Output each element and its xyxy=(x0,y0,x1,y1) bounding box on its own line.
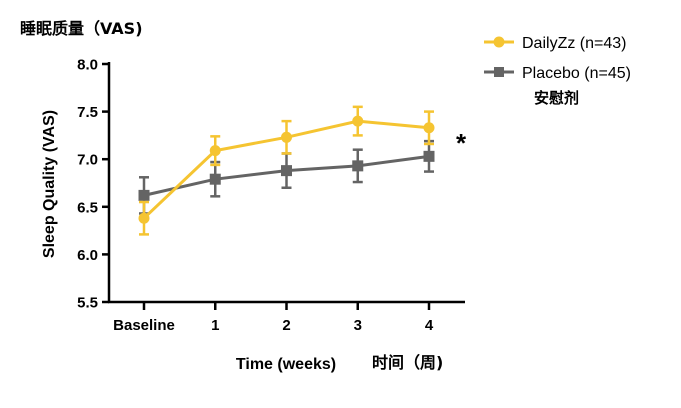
y-tick-label: 6.5 xyxy=(77,199,98,216)
data-point xyxy=(352,115,364,127)
axis-ticks: 8.0 7.5 7.0 6.5 6.0 5.5 Baseline 1 2 3 4 xyxy=(77,57,434,335)
x-tick-label: Baseline xyxy=(113,317,175,334)
legend-label-dailyzz: DailyZz (n=43) xyxy=(522,35,626,52)
series-layer xyxy=(138,105,435,236)
legend: DailyZz (n=43) Placebo (n=45) 安慰剂 xyxy=(484,35,631,107)
x-tick-label: 4 xyxy=(425,317,434,334)
data-point xyxy=(138,212,150,224)
data-point xyxy=(423,122,435,134)
data-point xyxy=(281,165,292,177)
legend-marker-placebo xyxy=(494,67,504,77)
data-point xyxy=(209,173,221,185)
legend-label-placebo: Placebo (n=45) xyxy=(522,65,631,82)
y-tick-label: 7.0 xyxy=(77,152,98,169)
significance-marker: * xyxy=(456,128,467,158)
y-tick-label: 8.0 xyxy=(77,57,98,74)
y-tick-label: 6.0 xyxy=(77,247,98,264)
data-point xyxy=(138,189,150,201)
y-tick-label: 5.5 xyxy=(77,295,98,312)
legend-marker-dailyzz xyxy=(493,36,505,48)
data-point xyxy=(352,160,364,172)
x-axis-label-cn: 时间（周) xyxy=(372,353,443,372)
series-dailyzz xyxy=(138,105,435,236)
x-tick-label: 3 xyxy=(354,317,362,334)
data-point xyxy=(281,131,292,143)
x-axis-label: Time (weeks) xyxy=(236,356,336,373)
legend-item-dailyzz: DailyZz (n=43) xyxy=(484,35,626,52)
data-point xyxy=(423,150,435,162)
legend-label-placebo-cn: 安慰剂 xyxy=(534,89,579,107)
y-tick-label: 7.5 xyxy=(77,104,98,121)
y-axis-label: Sleep Quality (VAS) xyxy=(41,110,58,258)
chart-title: 睡眠质量（VAS) xyxy=(20,19,143,38)
data-point xyxy=(209,145,221,157)
x-tick-label: 2 xyxy=(282,317,290,334)
x-tick-label: 1 xyxy=(211,317,219,334)
legend-item-placebo: Placebo (n=45) 安慰剂 xyxy=(484,65,631,107)
